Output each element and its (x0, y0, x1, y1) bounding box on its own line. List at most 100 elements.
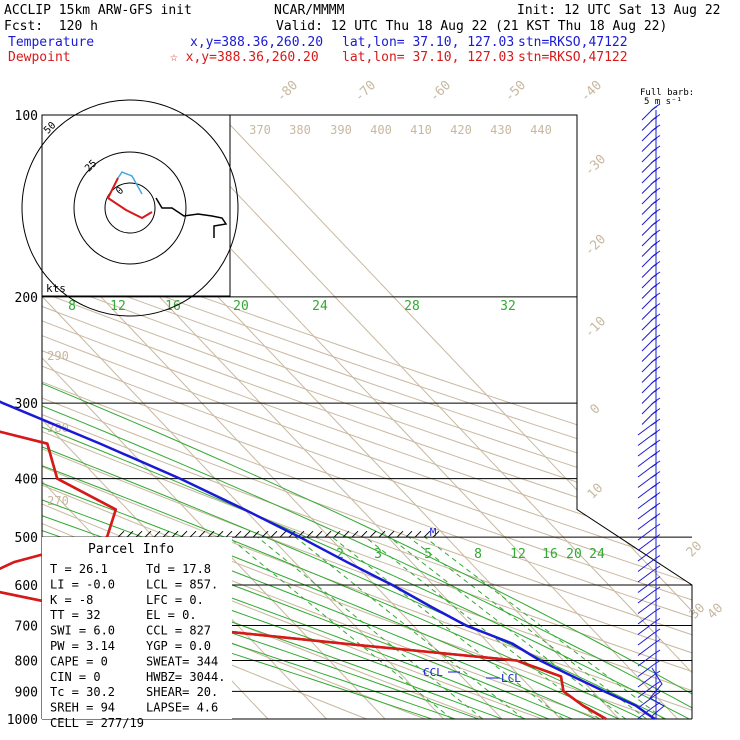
wind-barb-flag (650, 116, 658, 122)
wind-barb-staff (637, 674, 655, 688)
dewpoint-latlon: lat,lon= 37.10, 127.03 (342, 50, 515, 65)
hodograph-units: kts (46, 282, 66, 295)
hatch-mark (369, 530, 377, 538)
isotherm-line (42, 115, 444, 719)
hatch-mark (351, 530, 359, 538)
pressure-label: 500 (15, 531, 38, 546)
parcel-info-right: SHEAR= 20. (146, 685, 218, 699)
wind-barb-flag (650, 127, 658, 132)
pressure-label: 800 (15, 654, 38, 669)
wind-barb-flag (653, 534, 661, 539)
wind-barb-flag (650, 442, 658, 447)
hodograph-ring (21, 99, 239, 317)
hatch-mark (378, 530, 386, 538)
hatch-mark (171, 530, 179, 538)
wind-barb-flag (653, 618, 661, 623)
dry-adiabat-line (42, 115, 692, 719)
wind-barb-flag (653, 565, 661, 571)
parcel-info-background (42, 537, 232, 719)
hatch-mark (396, 530, 404, 538)
wind-barb-flag (653, 649, 661, 655)
wind-barb-flag (650, 242, 658, 248)
dry-adiabat-line (42, 115, 692, 719)
dry-adiabat-line (42, 115, 367, 719)
wind-barb-flag (650, 358, 658, 363)
parcel-info-right: Td = 17.8 (146, 562, 211, 576)
wind-barb-flag (650, 263, 658, 269)
wind-barb-flag (653, 607, 661, 613)
wind-barb-staff (637, 538, 655, 551)
wind-barb-flag (650, 305, 658, 311)
wind-barb-flag (653, 639, 661, 644)
hodograph-ring (73, 151, 187, 265)
mixing-ratio-label: 2 (336, 547, 344, 562)
hatch-mark (315, 530, 323, 538)
hatch-mark (126, 530, 134, 538)
mixing-ratio-label: 8 (474, 547, 482, 562)
hodograph-trace-upper (117, 171, 143, 195)
mixing-ratio-label: 5 (424, 547, 432, 562)
wind-barb-flag (653, 523, 661, 529)
theta-e-label: 20 (233, 299, 249, 314)
wind-barb-flag (650, 494, 658, 500)
wind-barb-flag (650, 211, 658, 216)
mixing-ratio-line (295, 536, 525, 719)
isotherm-label: -40 (578, 78, 605, 105)
parcel-info-left: LI = -0.0 (50, 577, 115, 591)
wind-barb-flag (650, 326, 658, 332)
theta-label: 390 (330, 123, 352, 137)
wind-barb-staff (637, 611, 655, 625)
wind-barb-flag (650, 368, 658, 374)
dry-adiabat-line (42, 115, 692, 719)
hodograph-trace-low (106, 177, 153, 220)
hatch-mark (306, 530, 314, 538)
mixing-ratio-line (257, 536, 484, 719)
wind-barb-flag (653, 597, 661, 602)
isotherm-line (42, 115, 386, 719)
pressure-label: 700 (15, 619, 38, 634)
isotherm-label: -30 (582, 152, 609, 179)
parcel-info-right: LAPSE= 4.6 (146, 701, 218, 715)
wind-barb-staff (637, 622, 655, 635)
isotherm-label: -20 (582, 232, 609, 259)
wind-barb-staff (637, 601, 655, 614)
theta-label: 290 (47, 349, 69, 363)
init-time: Init: 12 UTC Sat 13 Aug 22 (517, 3, 721, 18)
hatch-mark (261, 530, 269, 538)
wind-barb-flag (650, 337, 658, 342)
theta-label: 400 (370, 123, 392, 137)
dry-adiabat-line (42, 115, 692, 719)
wind-barb-flag (650, 347, 658, 353)
hatch-mark (216, 530, 224, 538)
temperature-station: stn=RKSO,47122 (518, 35, 628, 50)
ccl-label: CCL (423, 666, 443, 679)
hatch-mark (432, 530, 440, 538)
wind-barb-flag (650, 389, 658, 395)
barb-title: Full barb: (640, 88, 694, 98)
wind-barb-flag (650, 179, 658, 185)
isotherm-label: 0 (587, 401, 603, 417)
isotherm-label: -10 (582, 314, 609, 341)
wind-barb-staff (637, 643, 655, 656)
theta-label: 430 (490, 123, 512, 137)
hatch-mark (387, 530, 395, 538)
hatch-mark (333, 530, 341, 538)
parcel-info-right: EL = 0. (146, 608, 197, 622)
theta-e-label: 24 (312, 299, 328, 314)
temperature-profile (0, 400, 656, 721)
wind-barb-flag (650, 137, 658, 143)
hatch-mark (207, 530, 215, 538)
theta-e-label: 16 (165, 299, 181, 314)
dry-adiabat-line (42, 115, 692, 719)
theta-e-label: 32 (500, 299, 516, 314)
isotherm-line (220, 115, 692, 719)
wind-barb-staff (637, 685, 655, 698)
parcel-info-right: SWEAT= 344 (146, 654, 218, 668)
wind-barb-staff (637, 664, 655, 677)
hatch-mark (234, 530, 242, 538)
parcel-info-right: CCL = 827 (146, 624, 211, 638)
dry-adiabat-line (42, 115, 692, 719)
lcl-label: LCL (501, 672, 521, 685)
wind-barb-flag (650, 106, 658, 111)
